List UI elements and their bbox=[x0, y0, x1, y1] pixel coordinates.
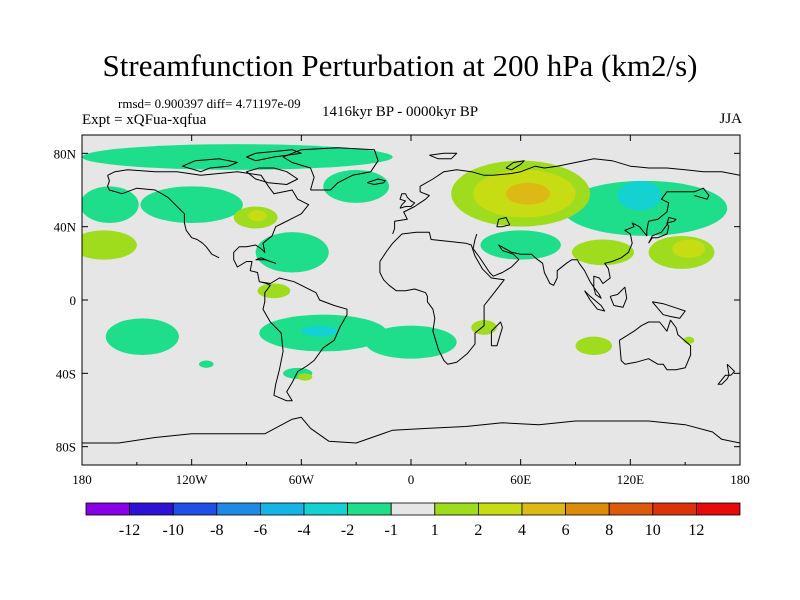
y-tick-label: 80S bbox=[56, 440, 76, 455]
contour-region bbox=[365, 325, 457, 359]
colorbar-swatch bbox=[347, 502, 392, 516]
contour-region bbox=[480, 230, 561, 260]
colorbar-swatch bbox=[521, 502, 566, 516]
coastline-segment bbox=[651, 301, 686, 319]
colorbar-label: 2 bbox=[474, 522, 482, 539]
coastline-segment bbox=[648, 217, 677, 244]
colorbar-swatch bbox=[216, 502, 261, 516]
y-tick-label: 80N bbox=[54, 146, 77, 161]
x-tick-label: 60E bbox=[510, 472, 531, 487]
coastline-segment bbox=[609, 286, 628, 308]
coastline-segment bbox=[392, 158, 740, 235]
coastline-segment bbox=[82, 416, 740, 444]
x-tick-label: 120W bbox=[176, 472, 209, 487]
colorbar-label: -4 bbox=[297, 522, 310, 539]
contour-region bbox=[323, 169, 390, 203]
coastline-segment bbox=[182, 158, 238, 173]
contour-region bbox=[506, 182, 550, 205]
colorbar-swatch bbox=[565, 502, 610, 516]
coastline-segment bbox=[717, 363, 735, 385]
colorbar-label: -8 bbox=[210, 522, 223, 539]
coastline-segment bbox=[505, 160, 525, 171]
colorbar-label: 12 bbox=[688, 522, 704, 539]
chart-title: Streamfunction Perturbation at 200 hPa (… bbox=[102, 48, 698, 83]
experiment-label: Expt = xQFua-xqfua bbox=[82, 112, 207, 128]
rmsd-diff-stats: rmsd= 0.900397 diff= 4.71197e-09 bbox=[118, 96, 301, 111]
contour-region bbox=[140, 186, 243, 224]
colorbar-label: -1 bbox=[385, 522, 398, 539]
colorbar-label: 10 bbox=[645, 522, 661, 539]
coastline-segment bbox=[379, 231, 505, 365]
contour-region bbox=[257, 283, 291, 299]
x-axis-ticks: 180 120W 60W 0 60E 120E 180 bbox=[72, 135, 750, 487]
colorbar-swatch bbox=[85, 502, 130, 516]
colorbar-label: 1 bbox=[431, 522, 439, 539]
colorbar-label: 4 bbox=[518, 522, 526, 539]
coastline-segment bbox=[429, 152, 458, 160]
y-tick-label: 40S bbox=[56, 366, 76, 381]
y-tick-label: 0 bbox=[70, 293, 77, 308]
coastline-segment bbox=[618, 319, 692, 371]
colorbar-swatch bbox=[390, 502, 436, 516]
coastline-segment bbox=[246, 167, 299, 185]
colorbar-swatch bbox=[434, 502, 479, 516]
period-label: 1416kyr BP - 0000kyr BP bbox=[322, 104, 479, 120]
colorbar-swatch bbox=[303, 502, 348, 516]
x-tick-label: 180 bbox=[72, 472, 92, 487]
coastline-segment bbox=[255, 257, 277, 264]
contour-region bbox=[82, 144, 393, 170]
coastline-segment bbox=[584, 290, 606, 312]
x-tick-label: 120E bbox=[617, 472, 645, 487]
colorbar-swatch bbox=[652, 502, 697, 516]
contour-region bbox=[105, 318, 179, 355]
colorbar-label: -6 bbox=[254, 522, 267, 539]
x-tick-label: 0 bbox=[408, 472, 415, 487]
contour-region bbox=[672, 239, 706, 258]
colorbar-swatch bbox=[696, 502, 741, 516]
colorbar-swatch bbox=[172, 502, 218, 516]
colorbar-swatch bbox=[608, 502, 654, 516]
coastlines bbox=[82, 147, 740, 444]
contour-region bbox=[198, 360, 214, 368]
colorbar-label: -12 bbox=[119, 522, 140, 539]
contour-region bbox=[255, 232, 329, 273]
contour-region bbox=[571, 239, 634, 266]
coastline-segment bbox=[472, 187, 710, 299]
coastline-segment bbox=[107, 169, 348, 402]
coastline-segment bbox=[282, 147, 379, 191]
contour-region bbox=[575, 336, 613, 356]
x-tick-label: 60W bbox=[289, 472, 315, 487]
colorbar-swatch bbox=[477, 502, 523, 516]
coastline-segment bbox=[490, 321, 503, 347]
colorbar-swatch bbox=[259, 502, 305, 516]
contour-region bbox=[248, 210, 267, 222]
colorbar-label: 6 bbox=[562, 522, 570, 539]
colorbar-label: 8 bbox=[605, 522, 613, 539]
coastline-segment bbox=[246, 149, 302, 162]
colorbar: -12 -10 -8 -6 -4 -2 -1 1 2 4 6 8 10 12 bbox=[85, 502, 741, 539]
contour-region bbox=[301, 325, 338, 337]
coastline-segment bbox=[107, 175, 220, 259]
contour-regions bbox=[82, 144, 728, 381]
coastline-segment bbox=[496, 217, 511, 228]
colorbar-swatch bbox=[129, 502, 174, 516]
x-tick-label: 180 bbox=[730, 472, 750, 487]
contour-region bbox=[617, 180, 662, 211]
coastline-segment bbox=[399, 193, 416, 209]
contour-region bbox=[82, 186, 139, 223]
contour-region bbox=[82, 230, 137, 260]
season-label: JJA bbox=[719, 111, 742, 127]
coastline-segment bbox=[366, 178, 386, 185]
y-tick-label: 40N bbox=[54, 220, 77, 235]
contour-region bbox=[297, 373, 313, 381]
colorbar-label: -2 bbox=[341, 522, 354, 539]
colorbar-label: -10 bbox=[163, 522, 184, 539]
y-axis-ticks: 80N 40N 0 40S 80S bbox=[54, 146, 740, 455]
